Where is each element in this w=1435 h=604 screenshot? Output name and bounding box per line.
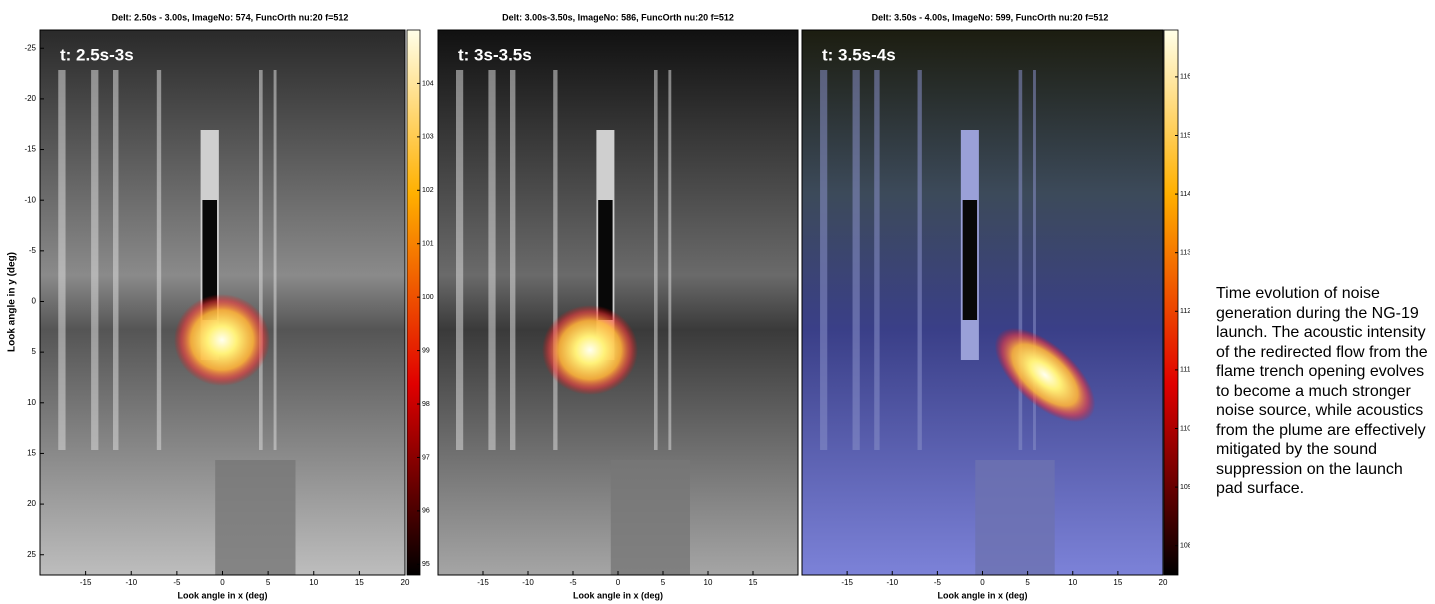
colorbar — [407, 30, 420, 575]
tower — [874, 70, 879, 450]
x-tick-label: 10 — [704, 578, 713, 587]
colorbar-tick-label: 111 — [1180, 367, 1190, 374]
tower — [510, 70, 515, 450]
colorbar-tick-label: 97 — [422, 454, 430, 461]
y-tick-label: 0 — [32, 297, 37, 306]
x-tick-label: -10 — [522, 578, 534, 587]
colorbar-tick-label: 114 — [1180, 191, 1190, 198]
tower — [918, 70, 922, 450]
tower — [274, 70, 277, 450]
colorbar-tick-label: 108 — [1180, 543, 1190, 550]
y-tick-label: 15 — [27, 449, 36, 458]
x-tick-label: -5 — [569, 578, 577, 587]
panel-title: Delt: 2.50s - 3.00s, ImageNo: 574, FuncO… — [112, 12, 349, 22]
colorbar-tick-label: 103 — [422, 134, 434, 141]
colorbar-tick-label: 96 — [422, 508, 430, 515]
x-tick-label: 20 — [1159, 578, 1168, 587]
x-tick-label: 15 — [1113, 578, 1122, 587]
x-tick-label: -10 — [125, 578, 137, 587]
caption: Time evolution of noise generation durin… — [1216, 284, 1431, 499]
panel-label: t: 2.5s-3s — [60, 45, 134, 64]
colorbar-tick-label: 112 — [1180, 308, 1190, 315]
x-tick-label: 5 — [266, 578, 271, 587]
y-axis-label: Look angle in y (deg) — [7, 252, 18, 352]
x-axis-label: Look angle in x (deg) — [177, 590, 267, 600]
colorbar-tick-label: 95 — [422, 561, 430, 568]
x-tick-label: -15 — [841, 578, 853, 587]
tower — [853, 70, 860, 450]
y-tick-label: 5 — [32, 347, 37, 356]
x-tick-label: 20 — [401, 578, 410, 587]
noise-source — [542, 305, 638, 395]
x-tick-label: 10 — [309, 578, 318, 587]
launch-pad — [611, 460, 690, 575]
x-axis-label: Look angle in x (deg) — [937, 590, 1027, 600]
tower — [488, 70, 495, 450]
rocket-stage — [963, 200, 977, 320]
figure: Look angle in y (deg) Delt: 2.50s - 3.00… — [0, 0, 1190, 604]
tower — [456, 70, 463, 450]
tower — [91, 70, 98, 450]
panel-label: t: 3s-3.5s — [458, 45, 532, 64]
colorbar-tick-label: 99 — [422, 347, 430, 354]
panel-label: t: 3.5s-4s — [822, 45, 896, 64]
colorbar-tick-label: 100 — [422, 294, 434, 301]
x-tick-label: -5 — [934, 578, 942, 587]
colorbar-tick-label: 116 — [1180, 74, 1190, 81]
colorbar-tick-label: 113 — [1180, 250, 1190, 257]
y-tick-label: -5 — [29, 246, 37, 255]
panel-title: Delt: 3.50s - 4.00s, ImageNo: 599, FuncO… — [872, 12, 1109, 22]
y-tick-label: 25 — [27, 550, 36, 559]
x-tick-label: 5 — [661, 578, 666, 587]
rocket-stage — [598, 200, 612, 320]
colorbar-tick-label: 104 — [422, 80, 434, 87]
x-tick-label: -5 — [173, 578, 181, 587]
tower — [58, 70, 65, 450]
x-tick-label: 0 — [616, 578, 621, 587]
tower — [668, 70, 671, 450]
launch-pad — [215, 460, 295, 575]
tower — [820, 70, 827, 450]
tower — [654, 70, 658, 450]
colorbar-tick-label: 101 — [422, 241, 434, 248]
x-tick-label: 0 — [220, 578, 225, 587]
page: Look angle in y (deg) Delt: 2.50s - 3.00… — [0, 0, 1435, 604]
y-tick-label: -20 — [24, 94, 36, 103]
panel-title: Delt: 3.00s-3.50s, ImageNo: 586, FuncOrt… — [502, 12, 734, 22]
x-axis-label: Look angle in x (deg) — [573, 590, 663, 600]
colorbar-tick-label: 110 — [1180, 425, 1190, 432]
launch-pad — [975, 460, 1054, 575]
x-tick-label: 15 — [749, 578, 758, 587]
tower — [113, 70, 118, 450]
colorbar-tick-label: 102 — [422, 187, 434, 194]
x-tick-label: 0 — [980, 578, 985, 587]
colorbar — [1164, 30, 1178, 575]
x-tick-label: 5 — [1025, 578, 1030, 587]
colorbar-tick-label: 98 — [422, 401, 430, 408]
y-tick-label: -25 — [24, 43, 36, 52]
tower — [157, 70, 161, 450]
tower — [553, 70, 557, 450]
colorbar-tick-label: 115 — [1180, 132, 1190, 139]
noise-source — [174, 294, 270, 386]
y-tick-label: 10 — [27, 398, 36, 407]
y-tick-label: -15 — [24, 145, 36, 154]
x-tick-label: -15 — [477, 578, 489, 587]
x-tick-label: 10 — [1068, 578, 1077, 587]
x-tick-label: -10 — [886, 578, 898, 587]
colorbar-tick-label: 109 — [1180, 484, 1190, 491]
x-tick-label: -15 — [80, 578, 92, 587]
x-tick-label: 15 — [355, 578, 364, 587]
y-tick-label: -10 — [24, 195, 36, 204]
tower — [259, 70, 263, 450]
y-tick-label: 20 — [27, 499, 36, 508]
